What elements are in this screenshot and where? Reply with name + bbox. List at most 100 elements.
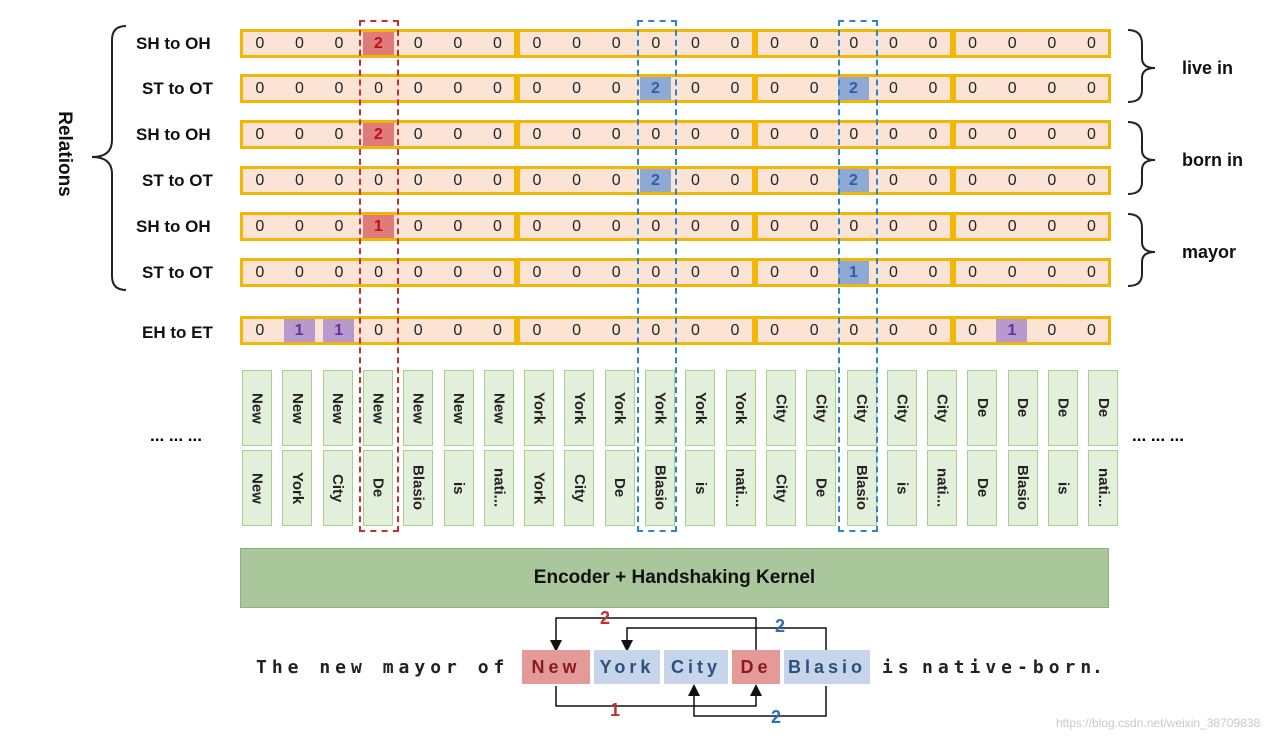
matrix-cell: 0 xyxy=(532,80,542,97)
token-tail: Blasio xyxy=(1007,450,1038,526)
row-label-6: EH to ET xyxy=(142,323,213,342)
matrix-cell: 0 xyxy=(374,264,384,281)
matrix-cell: 0 xyxy=(334,35,344,52)
matrix-cell: 0 xyxy=(413,264,423,281)
matrix-cell: 0 xyxy=(888,126,898,143)
matrix-cell: 2 xyxy=(838,77,869,100)
matrix-cell: 0 xyxy=(730,172,740,189)
token-tail: De xyxy=(604,450,635,526)
matrix-cell: 0 xyxy=(968,172,978,189)
matrix-cell: 0 xyxy=(968,80,978,97)
arrow-st-ot-top xyxy=(621,627,827,652)
matrix-cell: 0 xyxy=(453,172,463,189)
matrix-cell: 0 xyxy=(1086,264,1096,281)
token-tail: nati... xyxy=(483,450,514,526)
matrix-cell: 0 xyxy=(374,80,384,97)
watermark: https://blog.csdn.net/weixin_38709838 xyxy=(1056,716,1261,730)
matrix-cell: 0 xyxy=(928,264,938,281)
token-tail: De xyxy=(806,450,837,526)
matrix-cell: 0 xyxy=(809,218,819,235)
brace-mayor xyxy=(1127,213,1156,287)
matrix-segment xyxy=(952,120,1112,149)
token-head: New xyxy=(403,370,434,446)
matrix-cell: 0 xyxy=(849,322,859,339)
matrix-cell: 0 xyxy=(770,80,780,97)
matrix-cell: 0 xyxy=(294,80,304,97)
matrix-cell: 0 xyxy=(1086,322,1096,339)
matrix-cell: 0 xyxy=(809,80,819,97)
token-head: New xyxy=(242,370,272,446)
matrix-segment xyxy=(517,316,755,345)
relation-mayor: mayor xyxy=(1182,242,1237,262)
matrix-segment xyxy=(517,74,755,103)
token-head: City xyxy=(846,370,877,446)
matrix-cell: 0 xyxy=(730,35,740,52)
matrix-cell: 0 xyxy=(1007,172,1017,189)
arrow-born-in-bottom xyxy=(688,684,827,717)
matrix-cell: 0 xyxy=(294,126,304,143)
matrix-cell: 0 xyxy=(888,35,898,52)
matrix-segment xyxy=(952,316,1112,345)
token-tail: nati... xyxy=(725,450,756,526)
token-head: New xyxy=(483,370,514,446)
row-label-2: SH to OH xyxy=(136,125,211,144)
token-tail: is xyxy=(685,450,716,526)
encoder-box: Encoder + Handshaking Kernel xyxy=(240,548,1109,608)
matrix-cell: 0 xyxy=(413,322,423,339)
matrix-cell: 0 xyxy=(849,126,859,143)
matrix-cell: 0 xyxy=(532,172,542,189)
matrix-cell: 0 xyxy=(968,264,978,281)
token-tail: is xyxy=(886,450,917,526)
sentence-prefix: The new mayor of xyxy=(256,657,510,678)
matrix-cell: 0 xyxy=(1086,172,1096,189)
row-label-3: ST to OT xyxy=(142,171,213,190)
matrix-cell: 0 xyxy=(888,264,898,281)
matrix-cell: 0 xyxy=(1007,264,1017,281)
matrix-cell: 0 xyxy=(572,172,582,189)
matrix-cell: 0 xyxy=(809,35,819,52)
arrow-number-red-top: 2 xyxy=(600,608,611,628)
matrix-cell: 2 xyxy=(362,123,394,146)
matrix-cell: 0 xyxy=(1086,80,1096,97)
matrix-cell: 0 xyxy=(690,172,700,189)
row-label-4: SH to OH xyxy=(136,217,211,236)
brace-live-in xyxy=(1127,29,1156,103)
arrow-number-red-bottom: 1 xyxy=(610,700,621,720)
matrix-cell: 0 xyxy=(413,126,423,143)
matrix-cell: 0 xyxy=(730,322,740,339)
matrix-cell: 0 xyxy=(492,264,502,281)
token-tail: York xyxy=(282,450,313,526)
matrix-cell: 2 xyxy=(838,169,869,192)
matrix-cell: 0 xyxy=(1047,35,1057,52)
matrix-cell: 0 xyxy=(770,264,780,281)
matrix-cell: 0 xyxy=(770,35,780,52)
matrix-cell: 0 xyxy=(690,35,700,52)
matrix-cell: 0 xyxy=(1047,322,1057,339)
matrix-cell: 0 xyxy=(255,264,265,281)
matrix-cell: 0 xyxy=(888,322,898,339)
matrix-cell: 0 xyxy=(690,264,700,281)
word-blasio: Blasio xyxy=(784,650,870,684)
matrix-segment xyxy=(240,258,518,287)
matrix-cell: 0 xyxy=(968,126,978,143)
matrix-cell: 0 xyxy=(532,322,542,339)
token-tail: De xyxy=(967,450,998,526)
matrix-cell: 0 xyxy=(334,218,344,235)
matrix-cell: 0 xyxy=(294,172,304,189)
matrix-cell: 0 xyxy=(770,218,780,235)
ellipsis-right: ... ... ... xyxy=(1132,426,1184,445)
matrix-cell: 0 xyxy=(809,126,819,143)
matrix-cell: 0 xyxy=(334,80,344,97)
matrix-segment xyxy=(952,166,1112,195)
matrix-cell: 0 xyxy=(334,126,344,143)
token-tail: Blasio xyxy=(645,450,675,526)
matrix-cell: 0 xyxy=(968,218,978,235)
matrix-cell: 0 xyxy=(492,35,502,52)
arrow-number-blue-top: 2 xyxy=(775,616,786,636)
matrix-cell: 0 xyxy=(928,126,938,143)
matrix-cell: 0 xyxy=(849,218,859,235)
matrix-cell: 0 xyxy=(492,322,502,339)
matrix-cell: 0 xyxy=(928,218,938,235)
